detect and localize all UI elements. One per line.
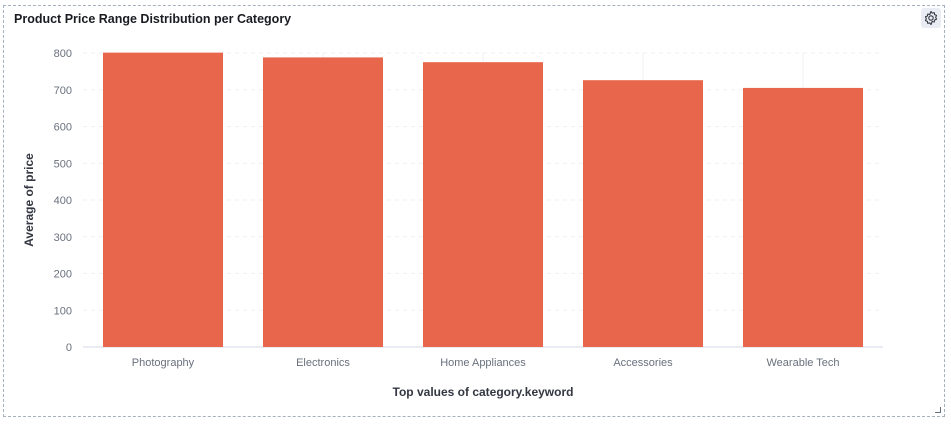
y-tick-label: 500: [54, 158, 72, 170]
bar[interactable]: [743, 87, 863, 347]
gear-icon[interactable]: [921, 8, 941, 28]
x-tick-label: Accessories: [613, 357, 673, 369]
y-axis-label: Average of price: [22, 153, 36, 247]
bars: [103, 52, 863, 347]
y-tick-label: 400: [54, 195, 72, 207]
x-tick-label: Home Appliances: [440, 357, 526, 369]
y-tick-label: 600: [54, 122, 72, 134]
bar[interactable]: [263, 57, 383, 347]
resize-handle-icon[interactable]: [935, 407, 941, 413]
y-tick-label: 700: [54, 85, 72, 97]
x-tick-label: Photography: [132, 357, 195, 369]
bar[interactable]: [583, 80, 703, 347]
x-tick-label: Wearable Tech: [767, 357, 840, 369]
x-axis-label: Top values of category.keyword: [393, 385, 574, 399]
panel-title: Product Price Range Distribution per Cat…: [14, 12, 292, 26]
y-axis-ticks: 0 100 200 300 400 500 600 700 800: [54, 48, 72, 354]
y-tick-label: 300: [54, 232, 72, 244]
bar[interactable]: [103, 52, 223, 347]
y-tick-label: 100: [54, 305, 72, 317]
x-tick-label: Electronics: [296, 357, 350, 369]
x-axis-ticks: Photography Electronics Home Appliances Acc…: [132, 357, 840, 369]
y-tick-label: 800: [54, 48, 72, 60]
bar[interactable]: [423, 62, 543, 347]
y-tick-label: 0: [66, 342, 72, 354]
y-tick-label: 200: [54, 269, 72, 281]
